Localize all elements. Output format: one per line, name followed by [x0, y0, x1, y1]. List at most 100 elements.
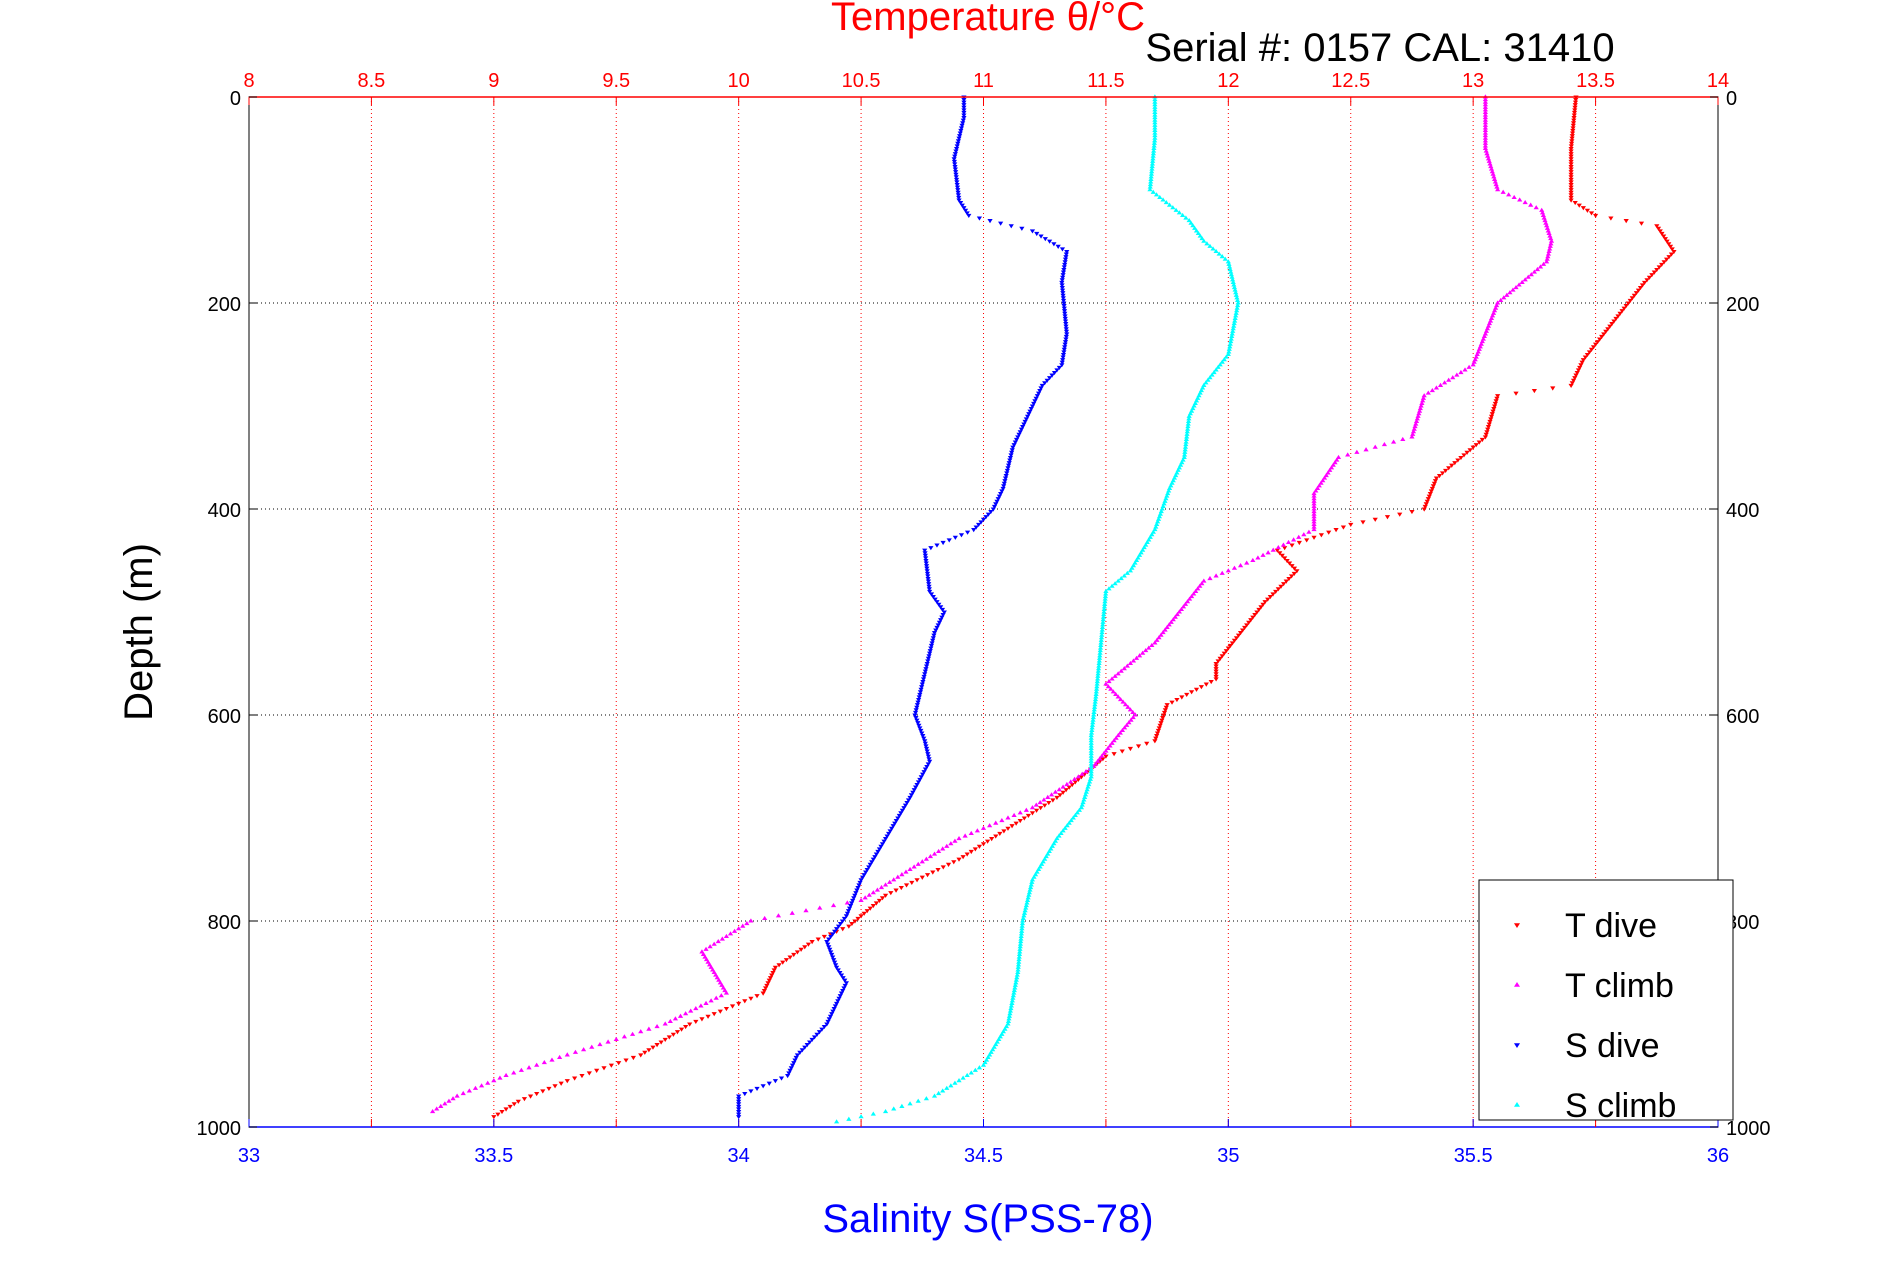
data-point	[1501, 295, 1507, 300]
data-point	[1492, 179, 1498, 184]
data-point	[1019, 926, 1025, 931]
data-point	[1098, 637, 1104, 642]
data-point	[1100, 757, 1106, 762]
data-point	[1023, 417, 1029, 422]
data-point	[1649, 273, 1655, 278]
data-point	[1234, 305, 1240, 310]
data-point	[518, 1067, 524, 1072]
data-point	[958, 128, 964, 134]
data-point	[870, 903, 876, 909]
data-point	[854, 888, 860, 893]
data-point	[1201, 238, 1207, 243]
data-point	[1461, 453, 1467, 458]
data-point	[980, 842, 987, 847]
data-point	[1482, 138, 1489, 143]
data-point	[956, 836, 962, 841]
data-point	[1063, 252, 1069, 257]
data-point	[1311, 535, 1317, 540]
data-point	[1667, 244, 1674, 249]
data-point	[552, 1084, 558, 1089]
data-point	[931, 631, 938, 636]
data-point	[1595, 340, 1601, 345]
data-point	[1423, 502, 1429, 507]
data-point	[964, 1072, 970, 1078]
data-point	[935, 623, 941, 628]
data-point	[952, 154, 958, 159]
data-point	[1215, 364, 1221, 369]
data-point	[1225, 259, 1231, 264]
data-point	[923, 1096, 929, 1101]
data-point	[1008, 224, 1014, 229]
data-point	[914, 705, 920, 710]
data-point	[1464, 450, 1470, 455]
data-point	[1576, 203, 1582, 208]
data-point	[1431, 481, 1438, 486]
data-point	[960, 121, 966, 126]
data-point	[1060, 828, 1066, 833]
data-point	[837, 922, 844, 927]
data-point	[901, 806, 907, 811]
data-point	[1548, 241, 1554, 246]
data-point	[1088, 769, 1094, 774]
data-point	[1047, 239, 1053, 244]
data-point	[879, 896, 886, 901]
data-point	[980, 517, 987, 522]
data-point	[1522, 277, 1528, 282]
data-point	[1311, 527, 1317, 532]
data-point	[1229, 641, 1236, 646]
data-point	[527, 1094, 534, 1099]
data-point	[867, 862, 873, 867]
data-point	[1033, 802, 1039, 807]
data-point	[638, 1029, 644, 1034]
data-point	[1482, 143, 1489, 148]
data-point	[1419, 400, 1425, 405]
data-point	[672, 1016, 679, 1021]
data-point	[976, 844, 983, 849]
data-point	[931, 633, 937, 638]
data-point	[851, 896, 857, 901]
data-point	[1048, 792, 1055, 797]
data-point	[1140, 650, 1146, 655]
data-point	[1193, 687, 1200, 692]
data-point	[762, 915, 768, 920]
data-point	[1101, 609, 1107, 614]
data-point	[1372, 444, 1378, 449]
data-point	[711, 1012, 717, 1017]
data-point	[961, 105, 967, 110]
data-point	[836, 996, 842, 1001]
data-point	[1097, 650, 1103, 655]
data-point	[893, 888, 899, 893]
data-point	[1482, 135, 1489, 140]
data-point	[1242, 625, 1248, 631]
data-point	[962, 208, 969, 213]
data-point	[1103, 681, 1109, 686]
data-point	[1029, 404, 1036, 409]
data-point	[1484, 151, 1490, 156]
data-point	[923, 561, 929, 566]
data-point	[1415, 413, 1421, 418]
data-point	[1004, 471, 1010, 476]
data-point	[1414, 416, 1420, 421]
data-point	[1286, 561, 1293, 566]
data-point	[814, 1032, 820, 1037]
data-point	[1229, 331, 1235, 336]
data-point	[811, 1035, 818, 1040]
data-point	[924, 873, 931, 878]
data-point	[993, 834, 999, 839]
data-point	[1462, 367, 1468, 372]
data-point	[1055, 244, 1061, 249]
data-point	[1093, 761, 1099, 766]
data-point	[922, 548, 928, 553]
data-point	[1001, 481, 1007, 486]
data-point	[1216, 251, 1222, 256]
data-point	[1130, 658, 1137, 663]
data-point	[1166, 485, 1173, 490]
data-point	[1063, 788, 1069, 793]
data-point	[821, 1025, 827, 1030]
data-point	[1207, 575, 1213, 581]
data-point	[1045, 794, 1051, 799]
data-point	[1102, 593, 1109, 599]
data-point	[1157, 194, 1163, 199]
data-point	[1038, 234, 1044, 239]
